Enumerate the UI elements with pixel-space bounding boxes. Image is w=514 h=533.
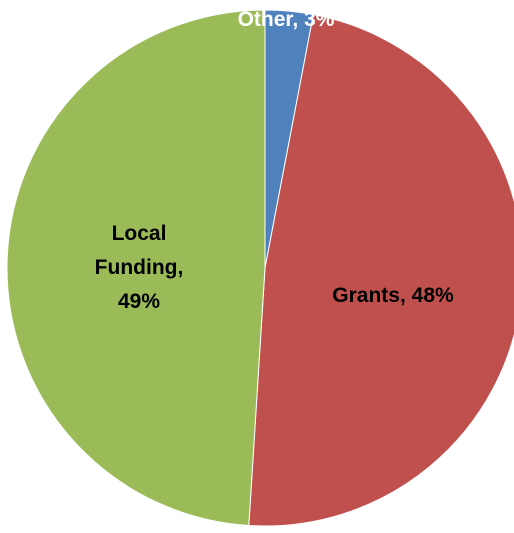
data-label-line: Local (112, 222, 167, 245)
data-label-line: 49% (118, 290, 160, 313)
pie-slice-local-funding (6, 9, 266, 527)
pie-slice-grants (248, 13, 514, 527)
data-label-grants: Grants, 48% (332, 284, 454, 307)
data-label-local-funding: Local Funding, 49% (95, 222, 184, 313)
data-label-line: Funding, (95, 256, 184, 279)
data-label-line: Other, 3% (238, 8, 335, 31)
data-label-line: Grants, 48% (332, 284, 454, 307)
pie-labels: Other, 3% Grants, 48% Local Funding, 49% (95, 8, 454, 313)
data-label-other: Other, 3% (238, 8, 335, 31)
pie-slices (6, 9, 514, 527)
